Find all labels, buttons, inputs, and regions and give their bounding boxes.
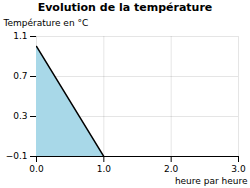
html-text:Evolution de la température: Evolution de la température [37,1,213,14]
svg-text:0.7: 0.7 [13,71,27,81]
svg-text:2.0: 2.0 [164,164,179,174]
svg-text:0.3: 0.3 [13,111,27,121]
svg-text:1.0: 1.0 [97,164,112,174]
svg-text:0.0: 0.0 [29,164,44,174]
svg-text:heure par heure: heure par heure [175,176,248,186]
svg-text:1.1: 1.1 [13,31,27,41]
svg-text:−0.1: −0.1 [6,151,28,161]
svg-text:3.0: 3.0 [231,164,246,174]
svg-text:Température en °C: Température en °C [3,18,89,28]
